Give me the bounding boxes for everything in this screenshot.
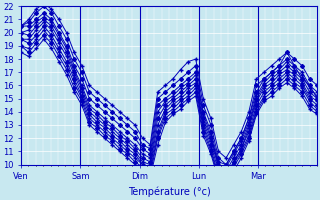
X-axis label: Température (°c): Température (°c) — [128, 187, 211, 197]
